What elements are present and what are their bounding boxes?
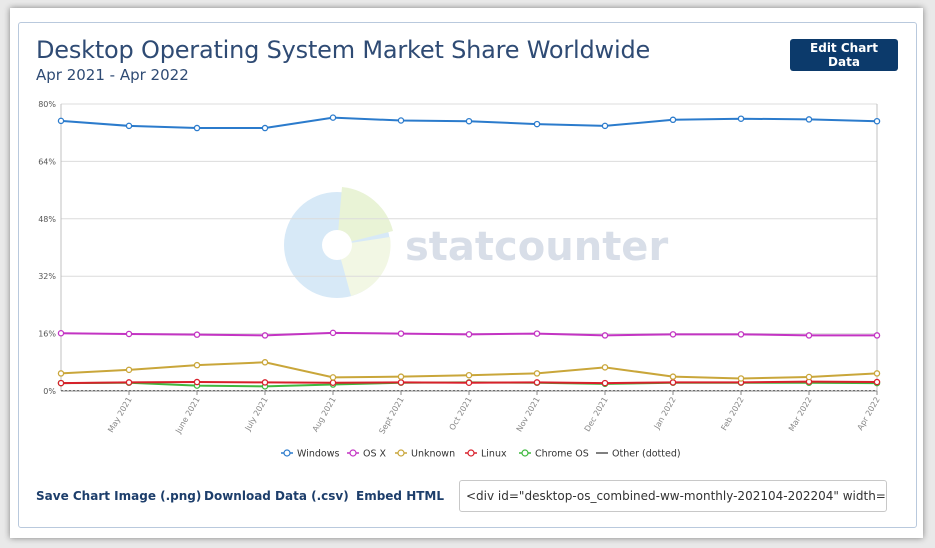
data-point[interactable] [669,379,677,386]
legend-item[interactable]: Unknown [395,449,455,460]
data-point[interactable] [125,122,133,130]
embed-html-label: Embed HTML [356,489,445,503]
data-point[interactable] [193,361,201,369]
data-point[interactable] [805,116,813,123]
data-point[interactable] [533,379,541,386]
legend-item[interactable]: Linux [465,449,507,460]
data-point[interactable] [397,117,405,124]
data-point[interactable] [465,371,473,379]
statcounter-watermark: statcounter [284,187,668,298]
data-point[interactable] [329,379,337,386]
legend-label: Chrome OS [535,449,589,460]
data-point[interactable] [329,114,337,121]
embed-code-field[interactable]: <div id="desktop-os_combined-ww-monthly-… [459,480,887,512]
data-point[interactable] [261,332,269,339]
legend-item[interactable]: Windows [281,449,339,460]
data-point[interactable] [329,374,337,381]
data-point[interactable] [601,332,609,339]
edit-chart-data-button[interactable]: Edit Chart Data [790,39,898,71]
data-point[interactable] [125,379,133,386]
data-point[interactable] [57,329,65,337]
x-tick-label: Oct 2021 [448,396,474,432]
y-tick-label: 32% [38,272,56,281]
data-point[interactable] [873,332,881,339]
y-tick-label: 48% [38,215,56,224]
data-point[interactable] [125,366,133,374]
data-point[interactable] [57,379,65,387]
legend-item[interactable]: OS X [347,449,387,460]
data-point[interactable] [397,330,405,337]
data-point[interactable] [57,117,65,125]
page-title: Desktop Operating System Market Share Wo… [36,36,651,64]
data-point[interactable] [737,115,745,122]
data-point[interactable] [533,120,541,128]
data-point[interactable] [873,370,881,377]
x-tick-label: Sept 2021 [377,396,405,436]
data-point[interactable] [737,375,745,382]
x-tick-label: Dec 2021 [583,396,610,434]
data-point[interactable] [193,124,201,132]
data-point[interactable] [329,329,337,337]
data-point[interactable] [193,378,201,386]
data-point[interactable] [397,373,405,380]
data-point[interactable] [125,330,133,338]
x-tick-label: June 2021 [173,396,201,436]
legend-marker-icon [283,449,291,457]
chart-card [18,22,917,528]
data-point[interactable] [261,124,269,132]
y-tick-label: 0% [43,387,56,396]
data-point[interactable] [601,364,609,371]
data-point[interactable] [533,370,541,377]
download-data-link[interactable]: Download Data (.csv) [204,489,349,503]
save-chart-image-link[interactable]: Save Chart Image (.png) [36,489,202,503]
watermark-hole [322,230,352,260]
x-tick-label: Apr 2022 [856,396,882,432]
data-point[interactable] [57,370,65,377]
watermark-slice-a [337,187,393,245]
data-point[interactable] [397,379,405,386]
legend-marker-icon [397,449,405,457]
legend-marker-icon [521,449,529,457]
data-point[interactable] [193,331,201,338]
date-range-subtitle: Apr 2021 - Apr 2022 [36,66,189,84]
y-tick-label: 16% [38,330,56,339]
data-point[interactable] [669,116,677,124]
data-point[interactable] [465,331,473,338]
y-tick-label: 80% [38,100,56,109]
data-point[interactable] [669,373,677,380]
watermark-text: statcounter [405,224,668,270]
legend-marker-icon [467,449,475,457]
data-point[interactable] [261,359,269,366]
data-point[interactable] [669,331,677,338]
data-point[interactable] [737,331,745,338]
data-point[interactable] [805,332,813,339]
legend-label: Other (dotted) [612,449,681,460]
x-tick-label: Jan 2022 [652,396,678,432]
x-tick-label: July 2021 [243,396,270,434]
legend-item[interactable]: Other (dotted) [596,449,681,460]
y-tick-label: 64% [38,157,56,166]
x-tick-label: Aug 2021 [311,396,338,434]
x-tick-label: Nov 2021 [515,396,542,434]
data-point[interactable] [465,379,473,386]
data-point[interactable] [601,122,609,130]
legend-label: Windows [297,449,339,460]
data-point[interactable] [261,379,269,386]
data-point[interactable] [533,330,541,337]
legend-label: Unknown [411,449,455,460]
x-tick-label: Feb 2022 [719,396,745,433]
data-point[interactable] [601,379,609,387]
legend-item[interactable]: Chrome OS [519,449,589,460]
legend-label: Linux [481,449,507,460]
x-tick-label: May 2021 [106,396,134,435]
x-tick-label: Mar 2022 [787,396,814,433]
data-point[interactable] [873,117,881,125]
legend-marker-icon [349,449,357,457]
data-point[interactable] [873,378,881,386]
data-point[interactable] [465,117,473,125]
legend-label: OS X [363,449,387,460]
data-point[interactable] [805,373,813,381]
